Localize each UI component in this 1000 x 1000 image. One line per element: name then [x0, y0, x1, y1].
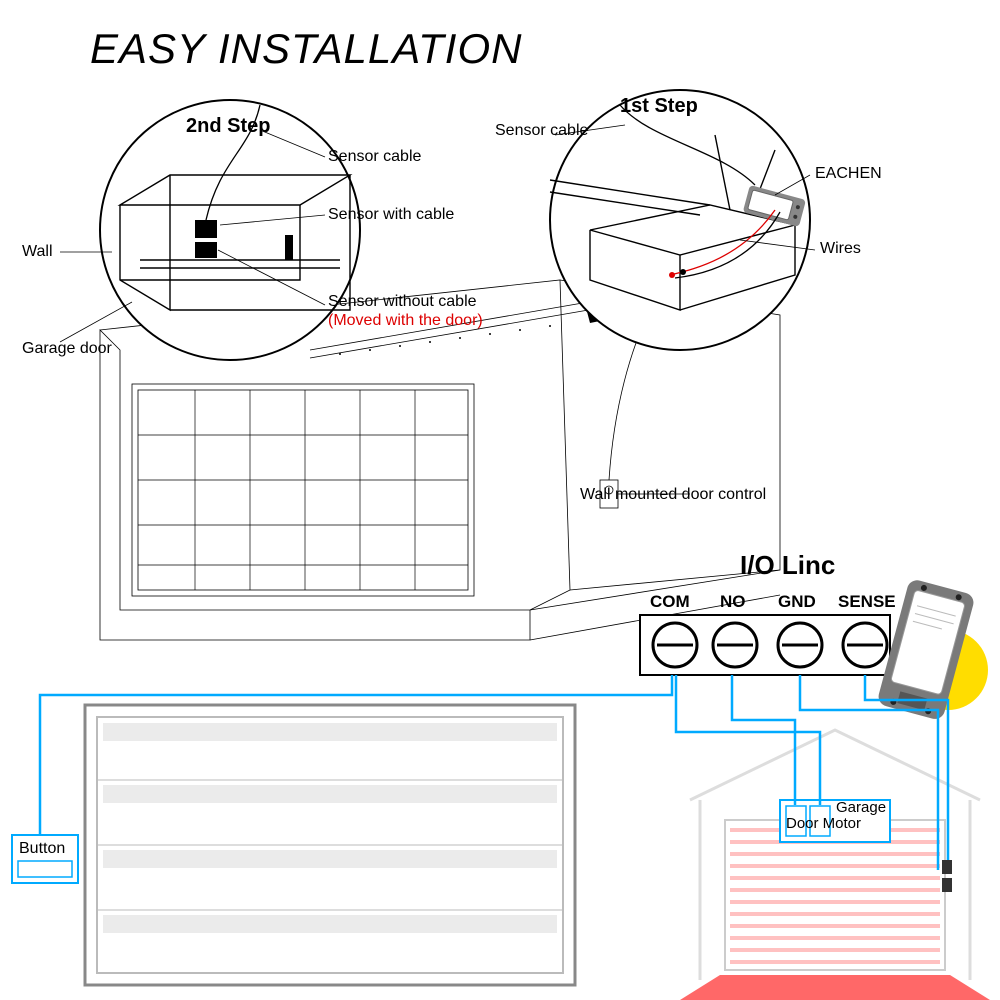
terminal-no: NO [720, 592, 746, 612]
motor-label-1: Garage [836, 800, 886, 816]
button-label: Button [19, 840, 65, 858]
step2-sensor-cable: Sensor cable [328, 148, 421, 166]
step2-wall: Wall [22, 243, 53, 261]
step2-title: 2nd Step [186, 115, 270, 138]
terminal-com: COM [650, 592, 690, 612]
io-linc-label: I/O Linc [740, 550, 835, 581]
terminal-sense: SENSE [838, 592, 896, 612]
motor-label-2: Door Motor [786, 816, 861, 832]
wall-control-label: Wall mounted door control [580, 486, 766, 504]
step2-sensor-without-cable: Sensor without cable [328, 293, 477, 311]
step1-eachen: EACHEN [815, 165, 882, 183]
wiring-diagram [0, 560, 1000, 1000]
step2-sensor-with-cable: Sensor with cable [328, 206, 454, 224]
terminal-gnd: GND [778, 592, 816, 612]
step1-title: 1st Step [620, 95, 698, 118]
step2-moved: (Moved with the door) [328, 312, 483, 330]
step1-wires: Wires [820, 240, 861, 258]
step1-sensor-cable: Sensor cable [495, 122, 588, 140]
step2-garage-door: Garage door [22, 340, 112, 358]
